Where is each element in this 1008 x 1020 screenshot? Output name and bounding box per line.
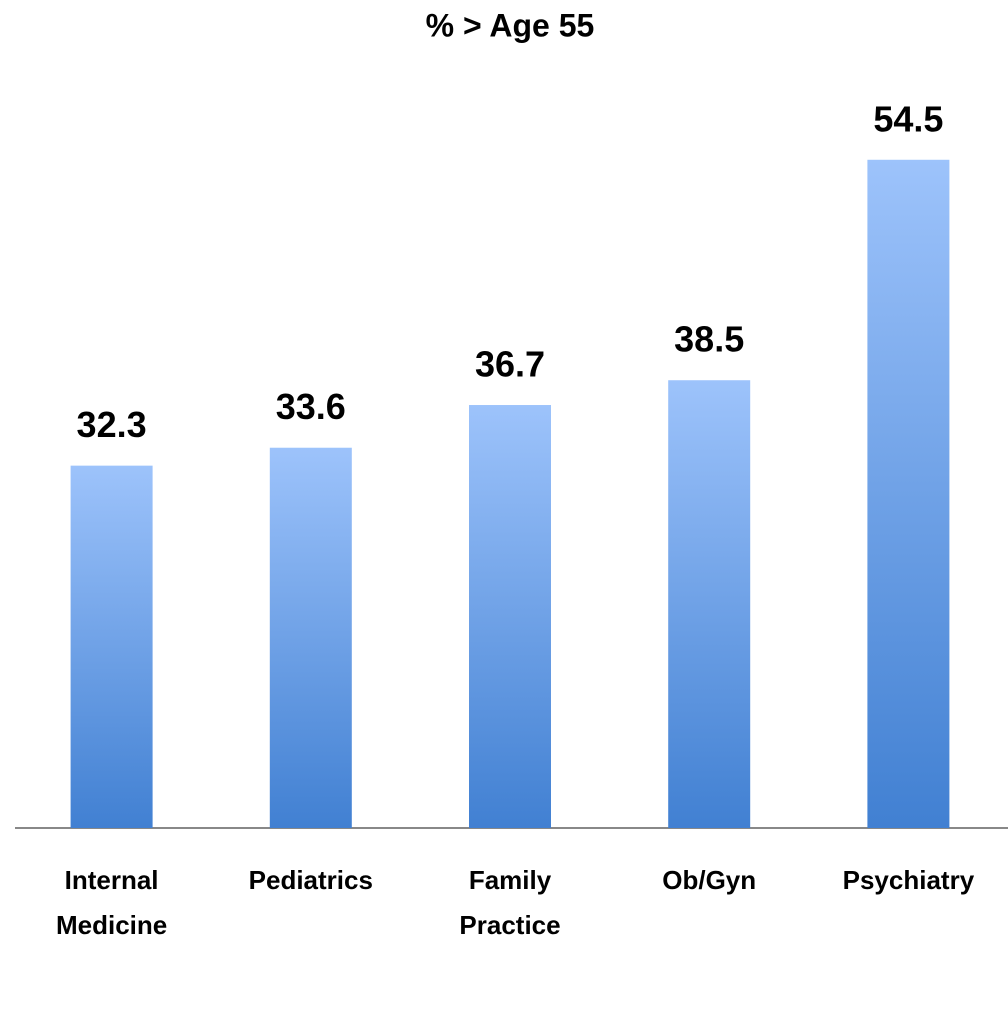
value-label: 54.5 xyxy=(873,98,943,139)
chart-title: % > Age 55 xyxy=(426,7,595,43)
x-tick-label: Pediatrics xyxy=(248,865,373,895)
value-label: 36.7 xyxy=(475,344,545,385)
bar xyxy=(867,159,950,828)
value-label: 32.3 xyxy=(77,404,147,445)
bar xyxy=(70,465,153,828)
x-tick-label: Family Practice xyxy=(459,865,561,940)
x-tick-label: Internal Medicine xyxy=(55,865,168,940)
bar xyxy=(668,380,751,828)
bar xyxy=(269,447,352,828)
value-label: 38.5 xyxy=(674,319,744,360)
x-tick-label: Psychiatry xyxy=(842,865,975,895)
bar xyxy=(469,405,551,828)
x-tick-label: Ob/Gyn xyxy=(662,865,757,895)
value-label: 33.6 xyxy=(276,386,346,427)
